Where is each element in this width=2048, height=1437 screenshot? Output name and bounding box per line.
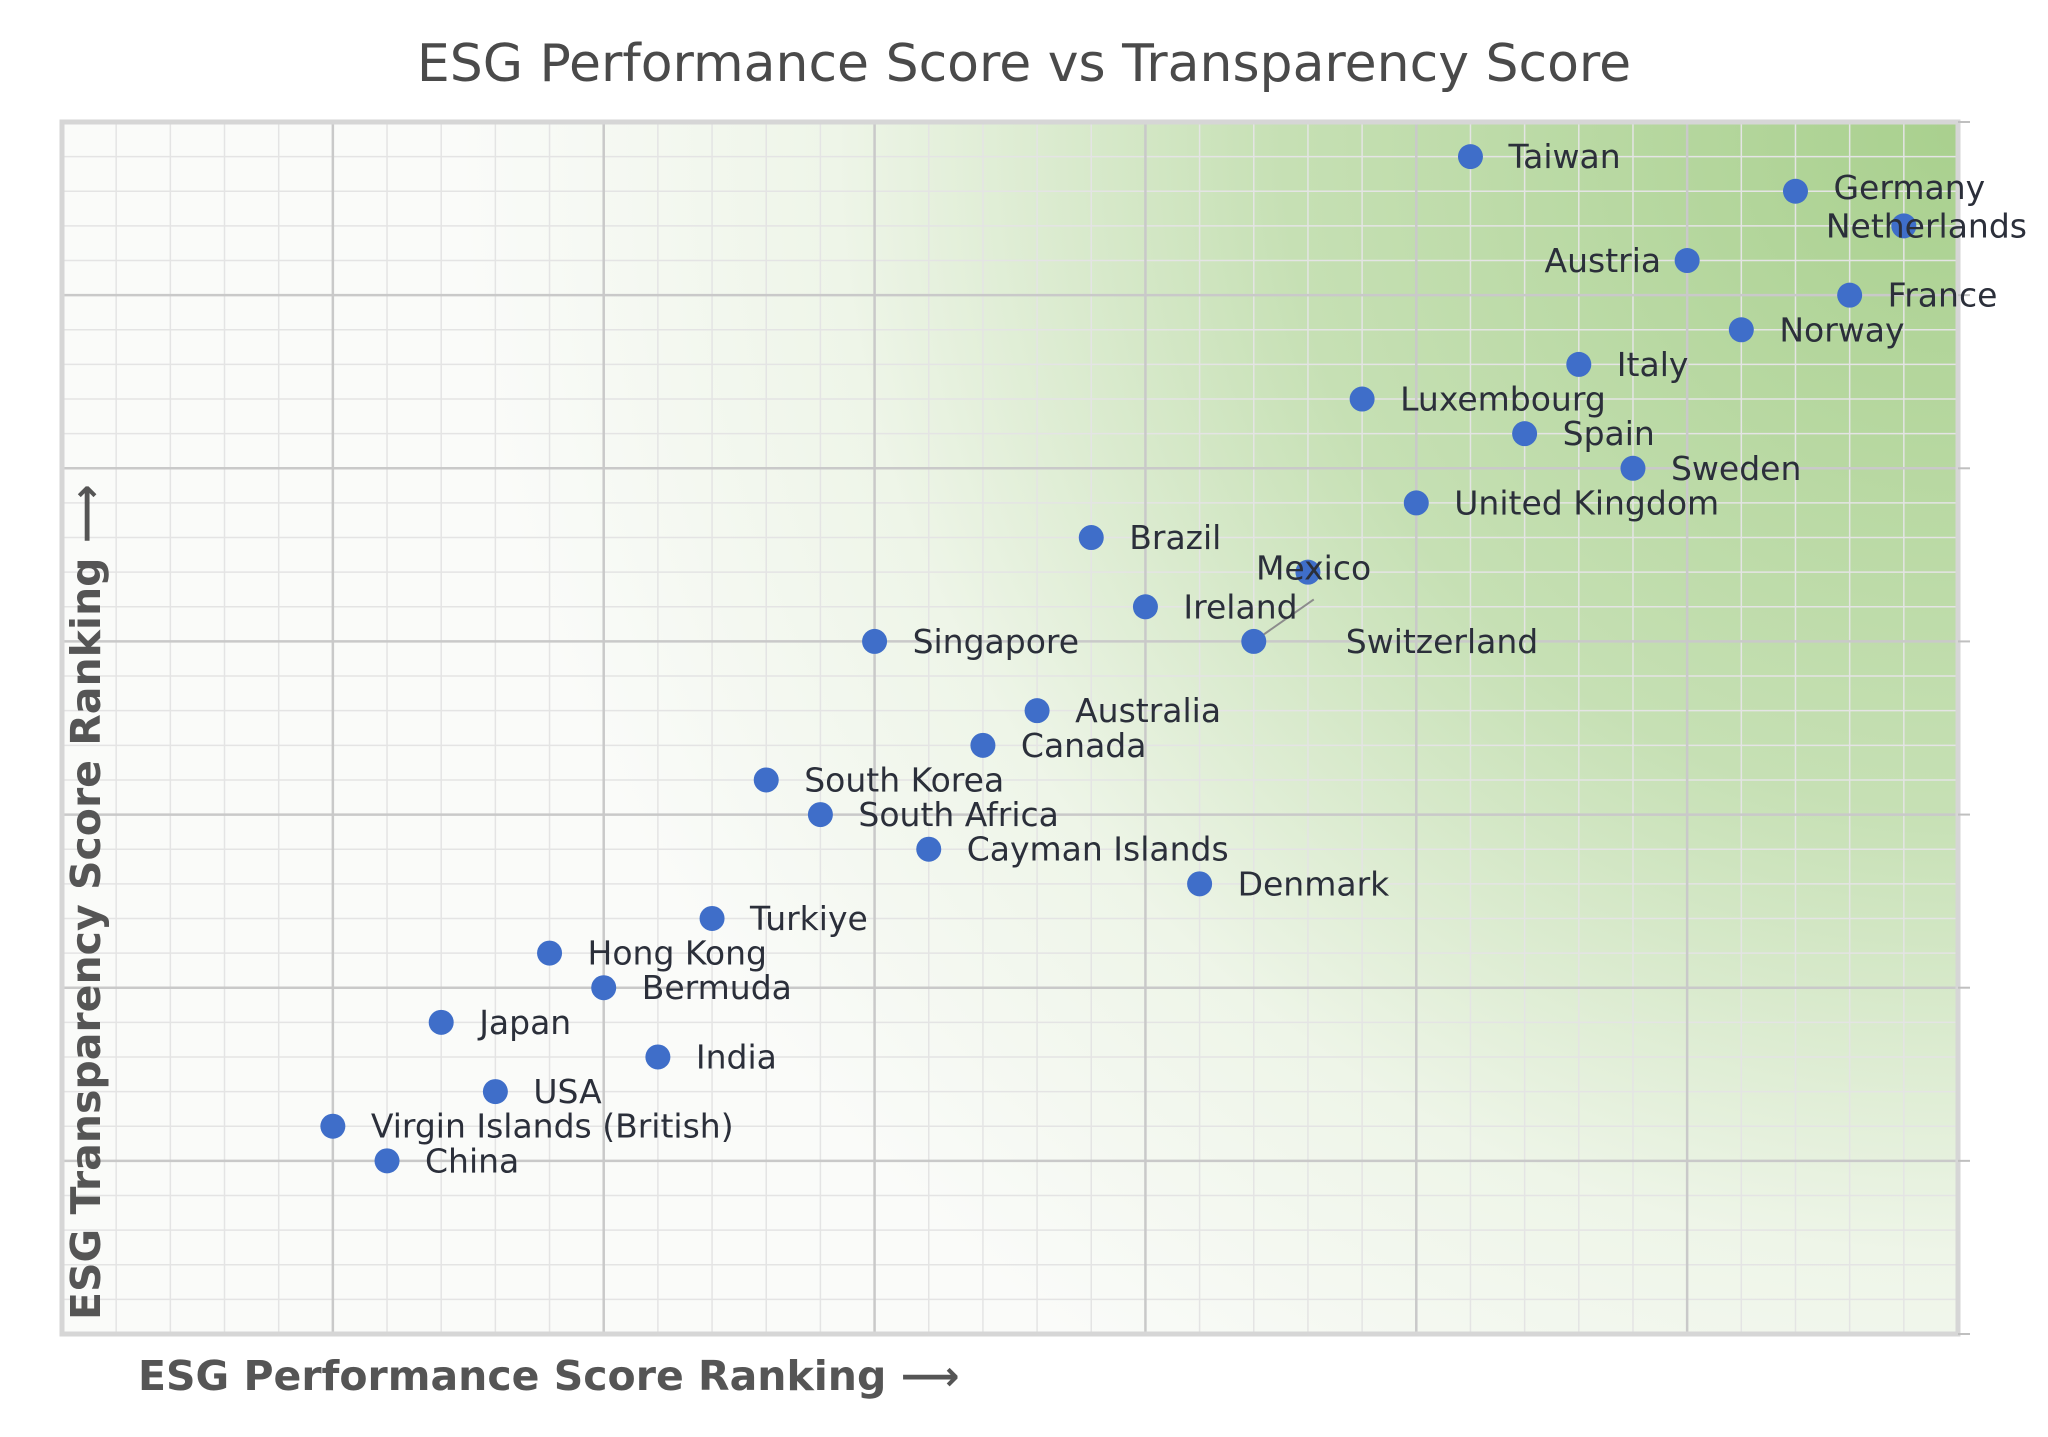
data-point — [645, 1044, 671, 1070]
data-label: Netherlands — [1826, 206, 2027, 245]
data-point — [699, 905, 725, 931]
data-point — [1295, 559, 1321, 585]
data-label: Italy — [1617, 345, 1689, 384]
chart-title: ESG Performance Score vs Transparency Sc… — [416, 34, 1632, 94]
data-point — [1403, 490, 1429, 516]
data-label: Hong Kong — [588, 934, 767, 973]
data-point — [1891, 213, 1917, 239]
data-label: France — [1888, 276, 1998, 315]
data-label: Taiwan — [1507, 137, 1620, 176]
x-axis-label: ESG Performance Score Ranking ⟶ — [138, 1352, 960, 1400]
data-label: India — [696, 1037, 777, 1076]
axis-ticks — [1958, 121, 1970, 1335]
data-label: Denmark — [1238, 864, 1391, 903]
data-label: Turkiye — [749, 899, 868, 938]
data-label: China — [425, 1141, 519, 1180]
data-label: Mexico — [1256, 549, 1371, 588]
data-point — [1024, 698, 1050, 724]
data-point — [862, 628, 888, 654]
data-label: Luxembourg — [1400, 380, 1606, 419]
data-point — [807, 802, 833, 828]
data-point — [537, 940, 563, 966]
data-label: Switzerland — [1346, 622, 1539, 661]
data-label: Singapore — [913, 622, 1079, 661]
data-label: Germany — [1833, 168, 1985, 207]
y-axis-label: ESG Transparency Score Ranking ⟶ — [62, 484, 110, 1320]
data-point — [916, 836, 942, 862]
data-label: Austria — [1545, 241, 1662, 280]
data-label: South Africa — [858, 795, 1059, 834]
data-point — [1837, 282, 1863, 308]
data-point — [1132, 594, 1158, 620]
data-label: Japan — [477, 1003, 571, 1042]
data-point — [1241, 628, 1267, 654]
data-point — [1566, 351, 1592, 377]
data-label: Spain — [1563, 414, 1655, 453]
plot-area — [62, 122, 1958, 1334]
data-label: Virgin Islands (British) — [371, 1107, 734, 1146]
data-point — [1782, 178, 1808, 204]
data-point — [482, 1079, 508, 1105]
data-label: Norway — [1779, 310, 1904, 349]
data-points — [320, 144, 1917, 1174]
data-point — [753, 767, 779, 793]
data-point — [1674, 248, 1700, 274]
data-label: Bermuda — [642, 968, 792, 1007]
data-point — [591, 975, 617, 1001]
data-label: Australia — [1075, 691, 1221, 730]
data-point — [1078, 525, 1104, 551]
minor-gridlines — [62, 122, 1958, 1334]
data-point — [374, 1148, 400, 1174]
data-point — [1457, 144, 1483, 170]
data-point — [320, 1113, 346, 1139]
data-label: Cayman Islands — [967, 830, 1229, 869]
data-point — [428, 1009, 454, 1035]
data-point — [1512, 421, 1538, 447]
data-label: Ireland — [1183, 587, 1297, 626]
data-label: Brazil — [1129, 518, 1221, 557]
data-label: Sweden — [1671, 449, 1801, 488]
data-point — [970, 732, 996, 758]
data-point — [1728, 317, 1754, 343]
data-point — [1187, 871, 1213, 897]
plot-frame — [59, 119, 1961, 1337]
data-label: Canada — [1021, 726, 1147, 765]
data-label: USA — [533, 1072, 602, 1111]
data-label: United Kingdom — [1454, 483, 1719, 522]
data-label: South Korea — [804, 760, 1004, 799]
data-point — [1349, 386, 1375, 412]
data-point — [1620, 455, 1646, 481]
